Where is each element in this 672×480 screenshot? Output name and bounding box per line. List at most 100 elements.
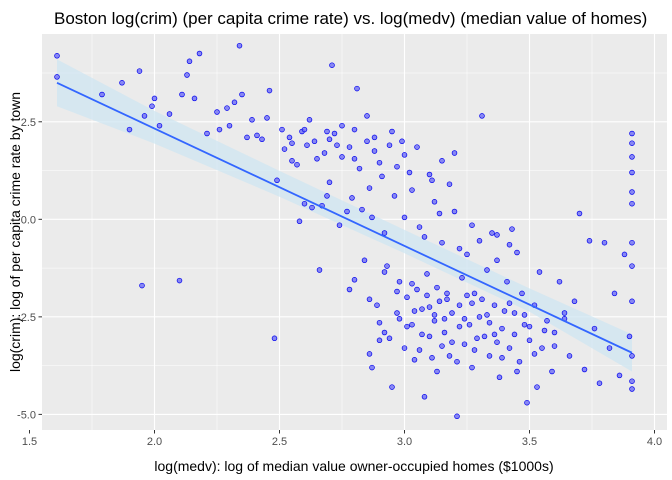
data-point (304, 142, 310, 148)
data-point (329, 62, 335, 68)
data-point (281, 146, 288, 152)
data-point (551, 329, 558, 336)
y-tick-label: 0.0 (21, 214, 36, 226)
data-point (374, 302, 380, 308)
data-point (136, 68, 143, 74)
data-point (191, 95, 198, 102)
data-point (551, 343, 558, 349)
data-point (629, 189, 635, 195)
data-point (616, 372, 623, 379)
data-point (409, 280, 415, 287)
data-point (426, 304, 433, 310)
data-point (456, 323, 463, 330)
data-point (311, 138, 318, 145)
data-point (441, 316, 448, 322)
x-tick-label: 3.0 (397, 436, 412, 448)
data-point (376, 337, 383, 344)
plot-panel (42, 34, 667, 430)
data-point (401, 214, 408, 221)
data-point (369, 214, 375, 221)
data-point (364, 138, 370, 145)
data-point (419, 331, 425, 338)
data-point (506, 241, 513, 248)
x-tick-label: 3.5 (522, 436, 537, 448)
data-point (524, 399, 530, 406)
data-point (419, 306, 425, 312)
data-point (469, 222, 475, 228)
data-point (484, 267, 490, 273)
data-point (404, 323, 410, 330)
data-point (424, 271, 430, 277)
data-point (119, 80, 125, 86)
y-tick-label: 2.5 (21, 117, 36, 129)
data-point (446, 181, 453, 187)
data-point (364, 113, 370, 119)
data-point (301, 200, 308, 207)
y-axis-title: log(crim): log of per capita crime rate … (7, 92, 23, 372)
data-point (496, 374, 503, 381)
data-point (629, 386, 635, 392)
data-point (366, 351, 373, 357)
data-point (464, 251, 470, 258)
data-point (476, 314, 483, 320)
data-point (399, 138, 405, 145)
data-point (376, 319, 383, 326)
data-point (381, 230, 388, 236)
data-point (469, 300, 475, 306)
data-point (391, 193, 398, 199)
data-point (416, 347, 423, 353)
data-point (409, 187, 415, 193)
data-point (511, 310, 518, 316)
data-point (266, 87, 273, 94)
confidence-band (57, 59, 632, 372)
data-point (626, 333, 633, 340)
data-point (279, 126, 285, 133)
data-point (239, 91, 245, 98)
data-point (389, 128, 395, 135)
data-point (506, 345, 513, 351)
data-point (346, 144, 353, 150)
data-point (471, 290, 478, 297)
data-point (629, 263, 635, 269)
data-point (606, 345, 613, 351)
data-point (324, 193, 330, 199)
data-point (396, 278, 403, 285)
data-point (446, 353, 453, 359)
data-point (336, 222, 343, 228)
data-point (196, 50, 203, 57)
data-point (521, 312, 528, 318)
data-point (629, 169, 635, 176)
data-point (426, 333, 433, 340)
data-point (539, 345, 545, 351)
data-point (356, 165, 363, 172)
data-point (139, 282, 145, 289)
regression-line (56, 81, 633, 354)
data-point (366, 185, 373, 191)
data-point (431, 199, 438, 205)
data-point (351, 156, 358, 162)
y-tick-label: -5.0 (17, 409, 36, 421)
data-points (54, 42, 635, 420)
data-point (531, 351, 538, 357)
data-point (349, 195, 355, 201)
data-point (436, 210, 443, 217)
data-point (54, 74, 60, 80)
data-point (361, 257, 368, 264)
data-point (371, 148, 378, 154)
x-axis-title: log(medv): log of median value owner-occ… (154, 458, 553, 474)
data-point (156, 122, 163, 129)
data-point (326, 179, 333, 186)
data-point (369, 364, 375, 371)
data-point (486, 319, 493, 326)
data-point (126, 126, 133, 133)
data-point (629, 140, 635, 146)
data-point (344, 208, 350, 215)
data-point (504, 278, 510, 285)
data-point (491, 302, 498, 308)
x-tick-label: 2.0 (147, 436, 162, 448)
data-point (439, 343, 445, 349)
data-point (471, 347, 478, 353)
data-point (509, 226, 515, 232)
data-point (186, 58, 193, 65)
data-point (611, 290, 618, 297)
